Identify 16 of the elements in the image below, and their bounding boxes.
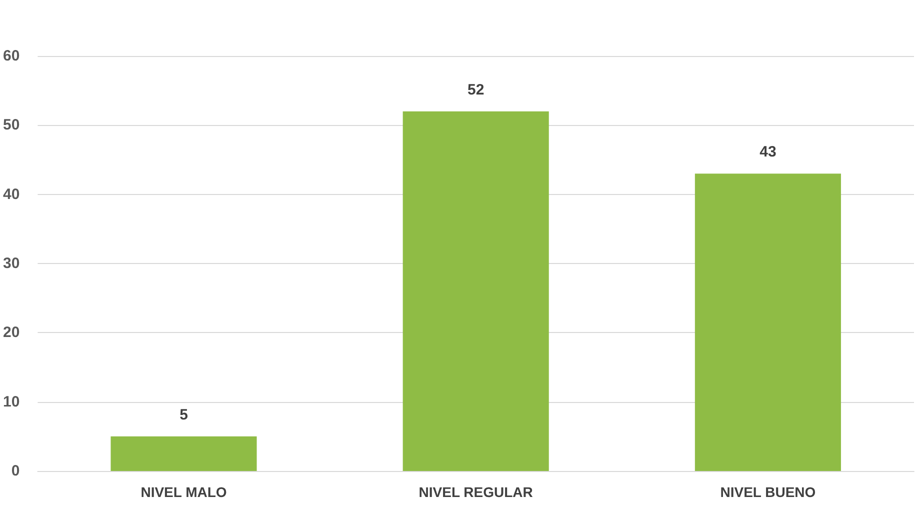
data-label: 52	[468, 81, 484, 98]
bar	[402, 111, 549, 471]
y-tick-label: 60	[2, 48, 20, 64]
y-tick-label: 40	[2, 186, 20, 203]
y-tick-label: 30	[2, 255, 20, 272]
y-tick-label: 50	[2, 116, 20, 134]
y-tick-label: 20	[2, 324, 20, 342]
bar	[694, 174, 841, 471]
data-label: 5	[180, 406, 188, 424]
x-tick-label: NIVEL REGULAR	[418, 484, 533, 500]
y-tick-label: 0	[11, 462, 20, 480]
x-tick-label: NIVEL MALO	[140, 484, 227, 500]
bar	[110, 436, 257, 471]
y-tick-label: 10	[2, 393, 20, 410]
data-label: 43	[760, 144, 776, 161]
x-tick-label: NIVEL BUENO	[720, 484, 816, 500]
